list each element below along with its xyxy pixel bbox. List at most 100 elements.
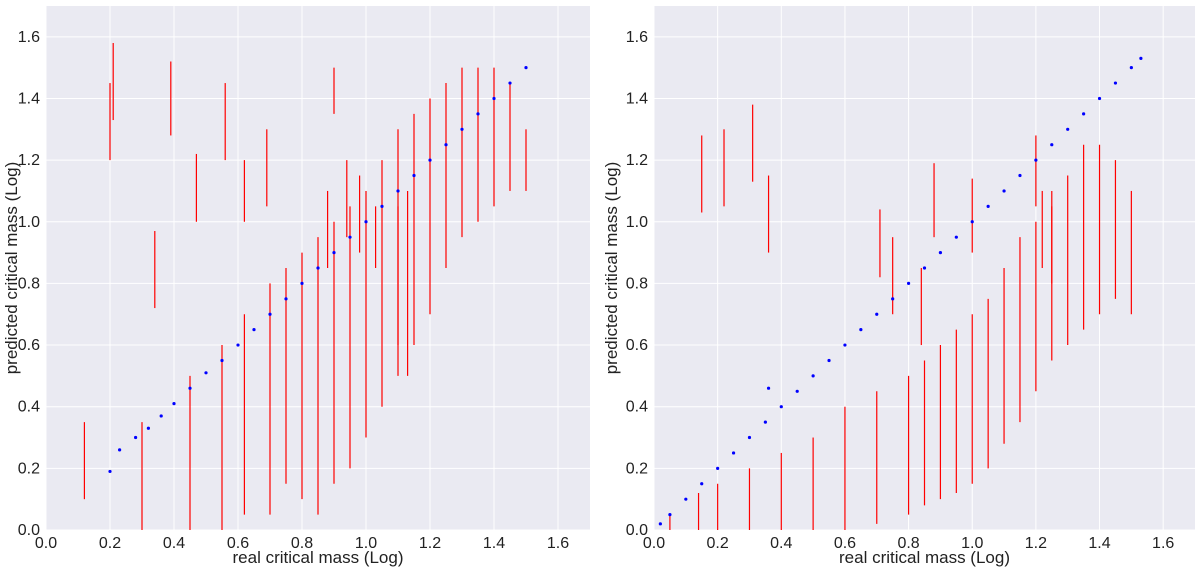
right-data-point <box>875 312 879 316</box>
right-data-point <box>1082 112 1086 116</box>
right-data-point <box>1002 189 1006 193</box>
right-y-tick-label: 1.0 <box>626 214 648 231</box>
left-data-point <box>134 435 138 440</box>
left-y-tick-label: 0.6 <box>18 337 40 354</box>
right-data-point <box>700 482 704 486</box>
right-y-axis-label: predicted critical mass (Log) <box>602 162 621 375</box>
left-data-point <box>159 414 163 418</box>
right-x-tick-label: 1.6 <box>1152 535 1174 552</box>
right-x-tick-label: 0.2 <box>707 535 729 552</box>
right-y-tick-label: 0.4 <box>626 399 648 416</box>
left-points <box>108 66 528 474</box>
left-y-axis-label: predicted critical mass (Log) <box>2 162 21 375</box>
left-data-point <box>412 173 416 178</box>
right-data-point <box>1050 143 1054 147</box>
left-x-tick-label: 0.6 <box>227 535 249 552</box>
left-data-point <box>508 81 512 85</box>
right-data-point <box>779 405 783 409</box>
left-y-tick-label: 0.0 <box>18 522 40 539</box>
right-data-point <box>906 281 911 286</box>
right-data-point <box>747 435 752 440</box>
right-data-point <box>1139 56 1143 61</box>
left-y-tick-label: 1.4 <box>18 90 40 107</box>
right-y-tick-label: 0.8 <box>626 275 648 292</box>
left-y-tick-labels: 0.0 0.2 0.4 0.6 0.8 1.0 1.2 1.4 1.6 <box>18 29 40 539</box>
right-data-point <box>859 328 863 332</box>
right-data-point <box>1066 127 1070 131</box>
left-data-point <box>172 402 176 406</box>
left-y-tick-label: 1.6 <box>18 29 40 46</box>
right-y-tick-label: 0.6 <box>626 337 648 354</box>
left-chart: 0.0 0.2 0.4 0.6 0.8 1.0 1.2 1.4 1.6 0.0 0.2 0.4 0.6… <box>2 6 590 567</box>
left-data-point <box>118 448 122 452</box>
left-data-point <box>444 143 448 147</box>
left-data-point <box>364 220 368 224</box>
right-data-point <box>891 297 895 301</box>
left-error-bars <box>83 42 527 530</box>
right-data-point <box>684 497 688 501</box>
right-data-point <box>811 374 815 378</box>
left-data-point <box>236 343 240 347</box>
left-x-tick-label: 0.2 <box>99 535 121 552</box>
left-data-point <box>460 127 464 131</box>
right-data-point <box>1129 66 1133 70</box>
left-x-axis-label: real critical mass (Log) <box>233 548 404 567</box>
right-x-tick-label: 0.6 <box>834 535 856 552</box>
right-data-point <box>668 512 672 517</box>
right-data-point <box>766 386 771 390</box>
left-x-tick-label: 1.4 <box>483 535 505 552</box>
right-error-bars <box>669 104 1132 530</box>
left-data-point <box>492 96 496 101</box>
right-x-tick-label: 1.0 <box>961 535 983 552</box>
left-data-point <box>476 112 480 116</box>
right-x-tick-label: 0.4 <box>770 535 792 552</box>
right-data-point <box>986 204 990 208</box>
left-y-tick-label: 1.0 <box>18 214 40 231</box>
right-data-point <box>731 451 736 455</box>
left-data-point <box>220 358 224 363</box>
right-y-tick-label: 0.0 <box>626 522 648 539</box>
right-points <box>658 56 1143 526</box>
right-x-tick-label: 0.0 <box>643 535 665 552</box>
right-data-point <box>843 343 847 347</box>
right-data-point <box>938 250 943 255</box>
right-data-point <box>795 389 799 393</box>
left-data-point <box>146 426 150 430</box>
left-x-tick-label: 1.0 <box>355 535 377 552</box>
right-data-point <box>922 266 927 270</box>
left-data-point <box>300 281 304 286</box>
left-data-point <box>204 371 208 375</box>
left-data-point <box>284 297 288 301</box>
left-x-tick-labels: 0.0 0.2 0.4 0.6 0.8 1.0 1.2 1.4 1.6 <box>35 535 569 552</box>
left-data-point <box>380 204 384 208</box>
right-y-tick-label: 1.6 <box>626 29 648 46</box>
right-x-tick-label: 0.8 <box>897 535 919 552</box>
left-data-point <box>332 250 336 255</box>
left-data-point <box>188 386 192 390</box>
right-data-point <box>1097 96 1102 101</box>
left-x-tick-label: 0.0 <box>35 535 57 552</box>
left-y-tick-label: 1.2 <box>18 152 40 169</box>
left-y-tick-label: 0.2 <box>18 460 40 477</box>
right-data-point <box>1113 81 1118 85</box>
left-data-point <box>108 469 112 474</box>
right-chart: 0.0 0.2 0.4 0.6 0.8 1.0 1.2 1.4 1.6 0.0 0.2 0.4 0.6… <box>602 6 1195 567</box>
left-data-point <box>396 189 400 193</box>
left-data-point <box>252 328 256 332</box>
left-data-point <box>316 266 320 270</box>
left-data-point <box>524 66 528 70</box>
right-x-tick-label: 1.2 <box>1025 535 1047 552</box>
right-data-point <box>658 522 662 526</box>
left-x-tick-label: 0.4 <box>163 535 185 552</box>
left-data-point <box>268 312 272 316</box>
left-x-tick-label: 1.6 <box>547 535 569 552</box>
right-data-point <box>970 220 974 224</box>
left-x-tick-label: 1.2 <box>419 535 441 552</box>
right-data-point <box>716 466 720 470</box>
right-data-point <box>1018 173 1022 178</box>
left-chart-panel: 0.0 0.2 0.4 0.6 0.8 1.0 1.2 1.4 1.6 0.0 0.2 0.4 0.6… <box>2 6 590 567</box>
right-data-point <box>827 358 831 363</box>
right-y-tick-labels: 0.0 0.2 0.4 0.6 0.8 1.0 1.2 1.4 1.6 <box>626 29 648 539</box>
left-y-tick-label: 0.8 <box>18 275 40 292</box>
right-y-tick-label: 0.2 <box>626 460 648 477</box>
